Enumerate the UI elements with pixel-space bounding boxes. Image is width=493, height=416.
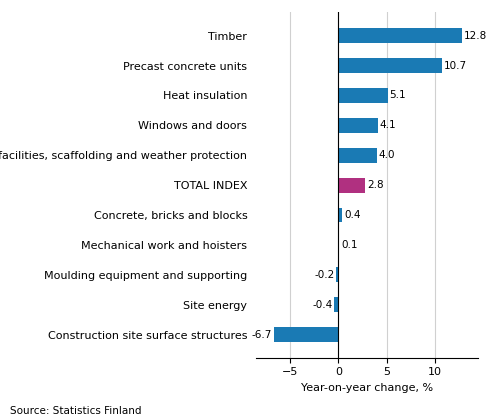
Text: 5.1: 5.1 (389, 90, 406, 100)
X-axis label: Year-on-year change, %: Year-on-year change, % (301, 383, 433, 393)
Text: -6.7: -6.7 (251, 329, 272, 339)
Bar (338, 238, 339, 253)
Text: Source: Statistics Finland: Source: Statistics Finland (10, 406, 141, 416)
Bar (338, 148, 377, 163)
Bar (338, 58, 442, 73)
Bar (338, 178, 365, 193)
Text: 0.4: 0.4 (344, 210, 361, 220)
Bar (274, 327, 338, 342)
Text: 12.8: 12.8 (464, 31, 487, 41)
Text: 4.0: 4.0 (379, 150, 395, 160)
Text: -0.2: -0.2 (314, 270, 334, 280)
Text: 4.1: 4.1 (380, 120, 396, 130)
Text: -0.4: -0.4 (312, 300, 333, 310)
Bar (338, 208, 342, 223)
Bar (338, 28, 462, 43)
Bar (338, 88, 387, 103)
Text: 0.1: 0.1 (341, 240, 358, 250)
Bar (336, 267, 338, 282)
Text: 2.8: 2.8 (367, 180, 384, 190)
Text: 10.7: 10.7 (444, 61, 466, 71)
Bar (338, 118, 378, 133)
Bar (334, 297, 338, 312)
